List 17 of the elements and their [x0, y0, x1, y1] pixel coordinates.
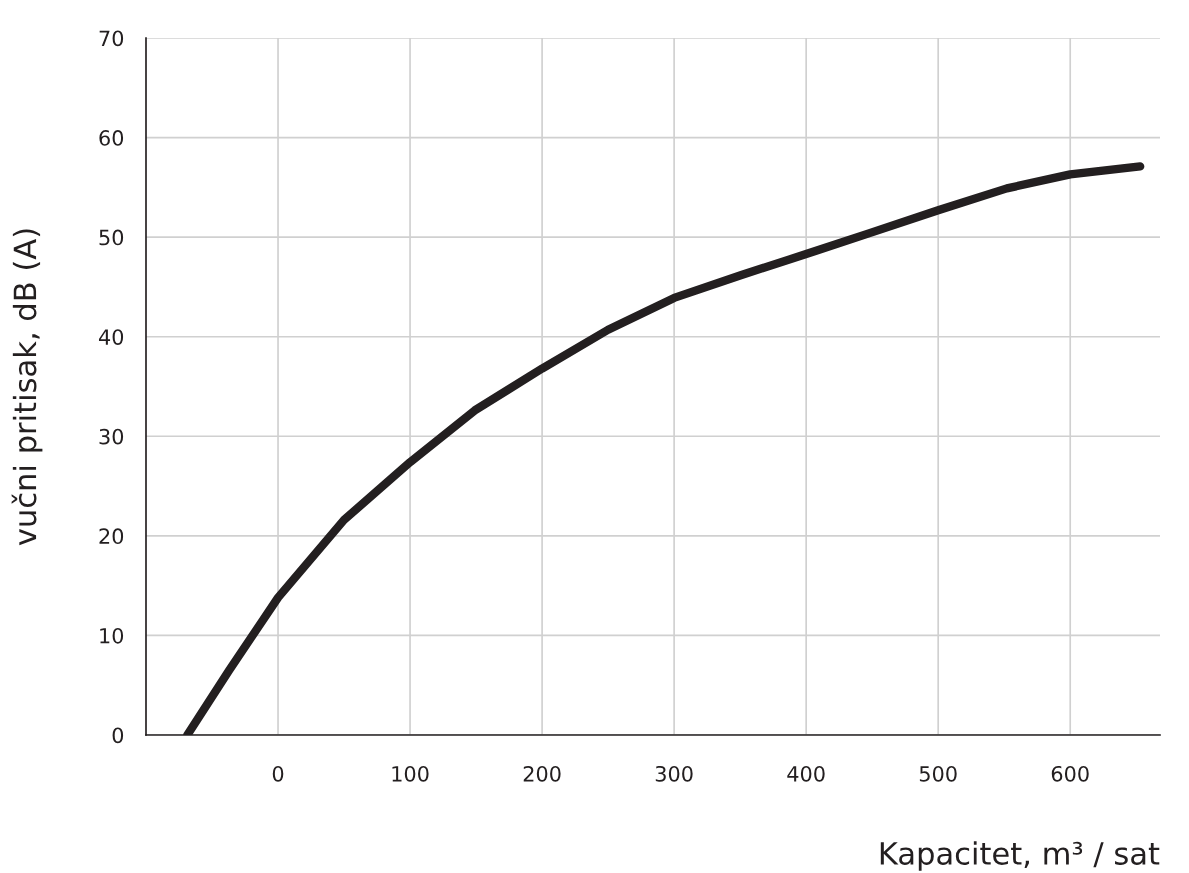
x-tick-label: 200	[523, 765, 561, 782]
y-tick-label: 30	[99, 428, 124, 445]
x-tick-label: 100	[392, 765, 429, 782]
y-tick-label: 10	[100, 627, 124, 644]
y-tick-label: 50	[99, 229, 124, 246]
x-tick-label: 500	[919, 765, 957, 782]
y-tick-label: 20	[99, 528, 124, 545]
y-axis-title: vučni pritisak, dB (A)	[11, 229, 43, 546]
y-tick-label: 40	[98, 329, 124, 345]
y-tick-label: 60	[99, 130, 124, 146]
x-axis-title: Kapacitet, m³ / sat	[880, 841, 1160, 871]
x-tick-label: 600	[1051, 765, 1089, 782]
x-tick-label: 0	[272, 765, 284, 782]
y-tick-label: 0	[112, 727, 124, 744]
x-tick-label: 300	[655, 765, 693, 782]
x-tick-label: 400	[787, 765, 825, 782]
y-tick-label: 70	[99, 30, 124, 47]
